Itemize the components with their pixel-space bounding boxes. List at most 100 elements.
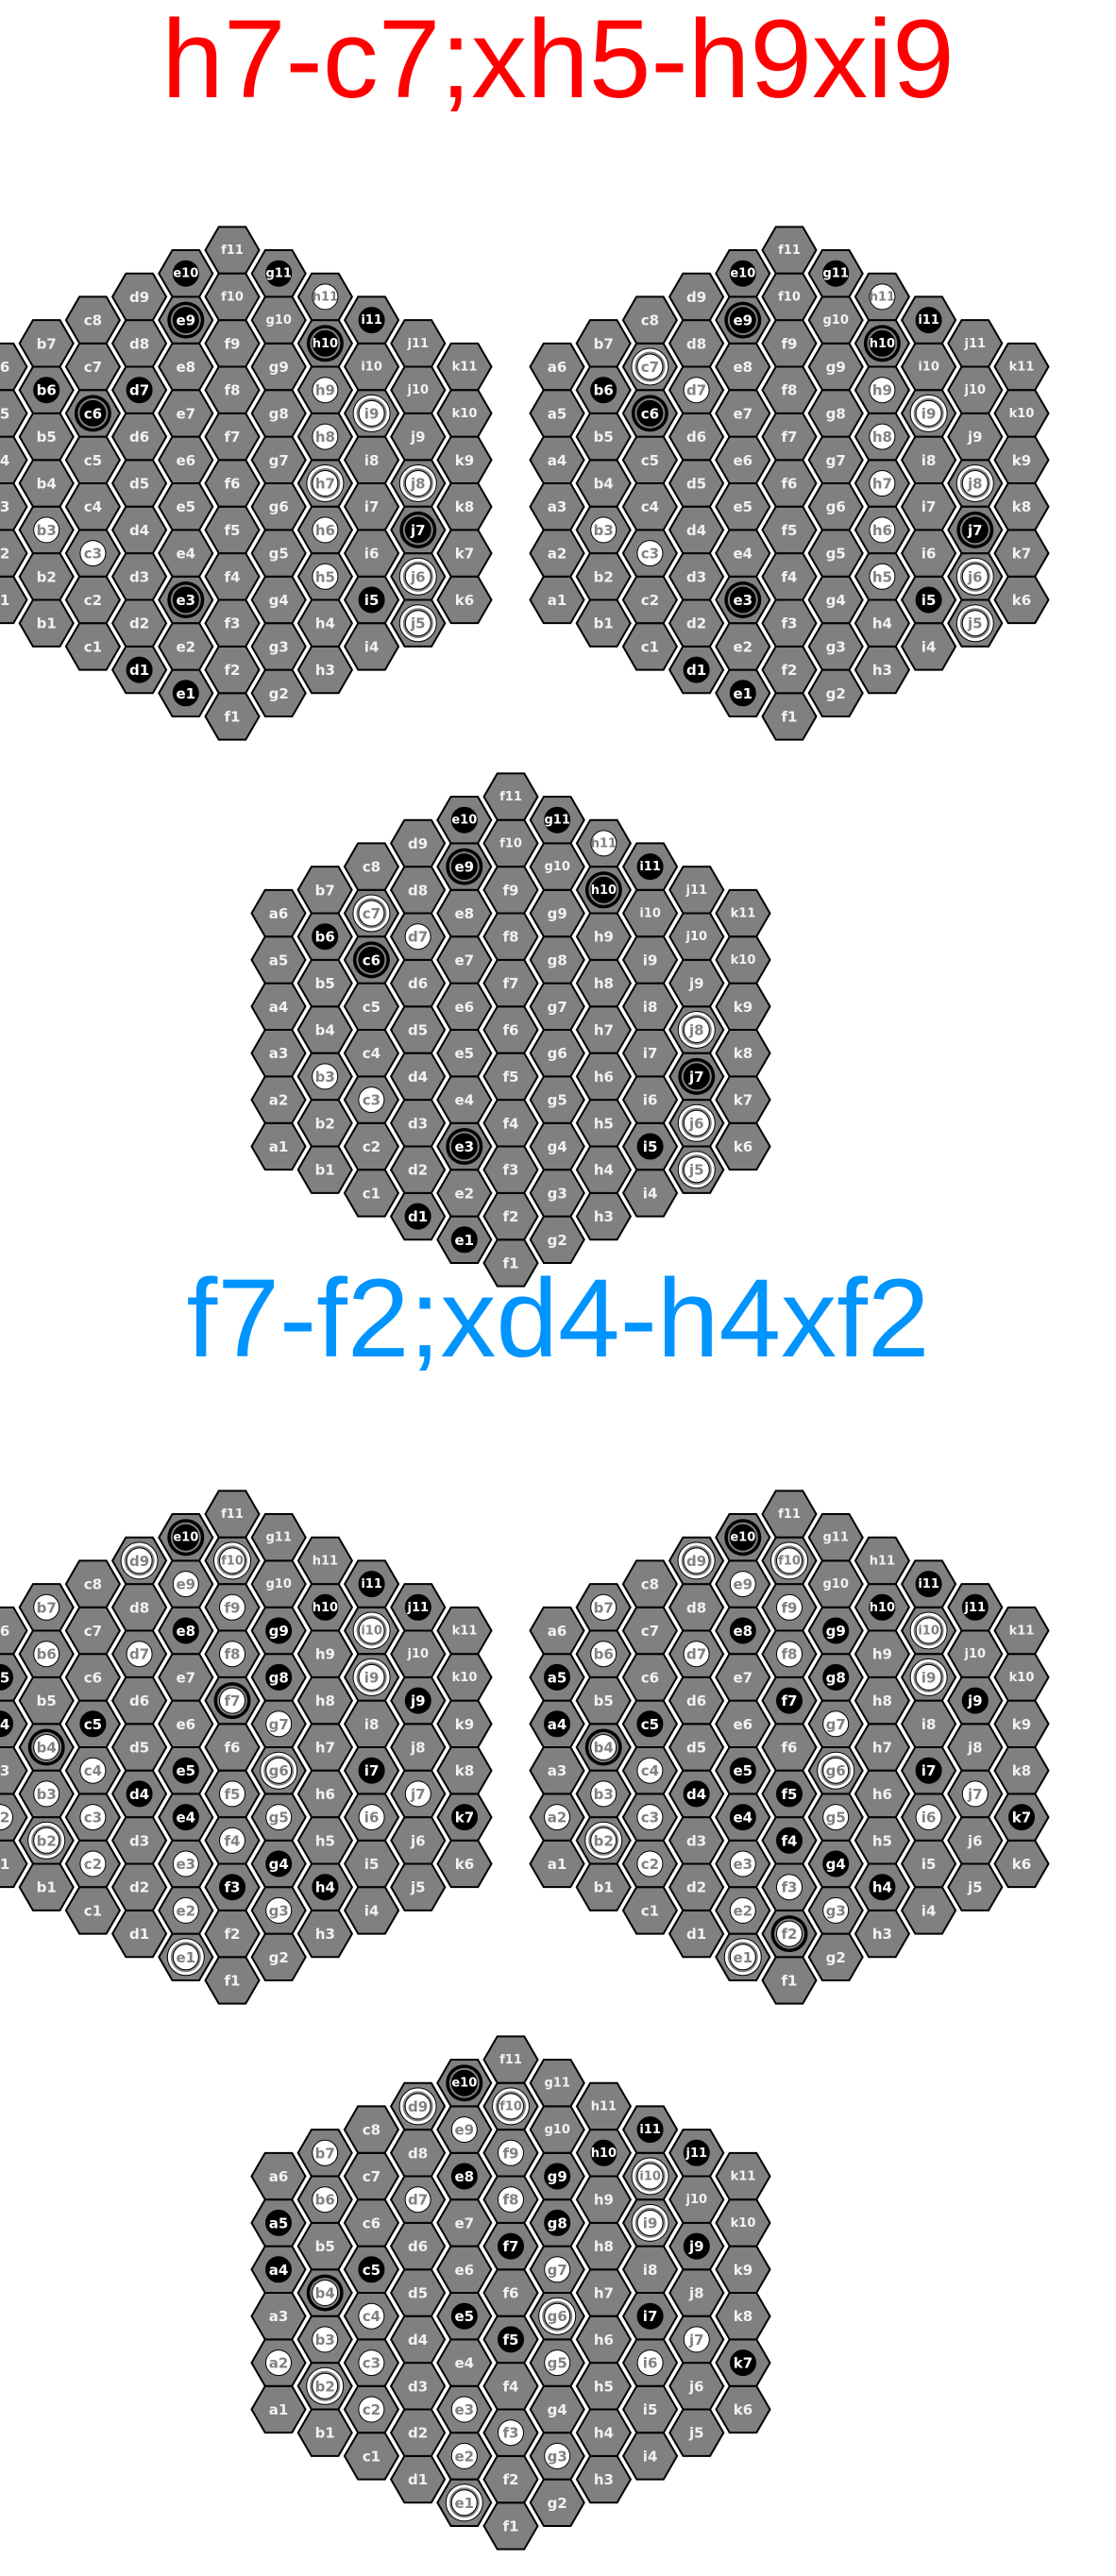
cell-h6: h6 [296,1769,354,1819]
cell-e3: e3 [715,1839,771,1889]
puzzle-2-board-2: a1 a2 a3 a4 a5 a6 b1 b2 b3 b4 b5 b6 b7 c1 c2 c3 c4 c5 c6 c7… [529,1490,1050,2005]
cell-label: h10 [313,1601,338,1615]
cell-label: f7 [225,429,241,446]
cell-a5: a5 [250,2198,307,2248]
cell-a4: a4 [529,435,585,484]
cell-label: f4 [782,1832,798,1849]
cell-label: c7 [363,905,380,922]
cell-label: g6 [548,2308,567,2325]
cell-label: f9 [225,335,241,352]
cell-label: d7 [408,929,428,946]
cell-label: k10 [731,953,756,968]
cell-label: c1 [84,1902,102,1919]
cell-label: e4 [176,1810,195,1827]
cell-e6: e6 [158,435,214,484]
cell-label: i5 [643,2401,658,2418]
cell-d3: d3 [389,2362,447,2411]
cell-d4: d4 [389,1052,447,1102]
cell-label: h5 [594,1115,614,1132]
cell-k10: k10 [993,389,1050,438]
cell-e7: e7 [715,1653,771,1702]
black-piece [265,1850,293,1877]
cell-j6: j6 [947,552,1004,601]
cell-label: j6 [688,2378,704,2395]
white-piece [822,1804,850,1831]
cell-g6: g6 [529,2292,585,2341]
cell-k6: k6 [436,575,493,625]
cell-j10: j10 [668,2175,725,2224]
cell-g3: g3 [807,1886,864,1935]
cell-label: f8 [225,382,241,399]
cell-label: e6 [176,452,195,469]
black-piece [776,1687,803,1714]
cell-label: f11 [499,790,522,804]
cell-label: g3 [826,1902,846,1919]
cell-j7: j7 [668,2315,725,2365]
cell-label: c8 [84,312,102,329]
cell-g8: g8 [807,389,864,438]
cell-g7: g7 [250,1699,307,1748]
white-piece [33,1827,60,1854]
cell-d8: d8 [668,319,725,368]
cell-f9: f9 [482,866,539,915]
cell-label: g8 [826,405,846,422]
cell-label: h5 [594,2378,614,2395]
black-piece [729,680,756,707]
cell-label: j6 [688,1115,704,1132]
cell-f11: f11 [761,226,818,275]
cell-label: e2 [176,1902,195,1919]
cell-g4: g4 [529,2384,585,2434]
cell-b5: b5 [296,2221,353,2271]
cell-label: b3 [594,1786,614,1803]
cell-label: g4 [826,1856,846,1873]
cell-label: g7 [826,1716,846,1733]
cell-h4: h4 [854,598,911,648]
white-piece [729,1850,756,1877]
cell-label: e9 [733,312,752,329]
cell-h5: h5 [854,552,911,601]
cell-g4: g4 [250,1839,307,1889]
black-piece [636,2302,664,2330]
cell-label: e9 [454,2122,474,2139]
cell-label: h6 [594,2332,614,2349]
cell-c3: c3 [343,2338,400,2387]
cell-label: a5 [548,1669,567,1686]
white-piece [450,2116,478,2144]
cell-label: a1 [269,2401,289,2418]
cell-d1: d1 [668,645,725,695]
cell-label: i4 [364,1902,380,1919]
black-piece [404,1203,431,1230]
cell-label: f4 [225,568,241,585]
cell-d2: d2 [110,598,168,648]
cell-j8: j8 [390,1723,447,1772]
cell-label: j9 [967,1692,983,1709]
black-piece [544,2209,571,2236]
cell-hex [993,1606,1050,1656]
black-piece [126,1780,153,1808]
cell-label: e9 [454,859,474,876]
cell-label: h11 [313,1554,338,1568]
cell-label: a6 [269,2168,289,2185]
cell-label: g7 [826,452,846,469]
white-piece [79,540,107,567]
cell-i6: i6 [621,1075,679,1124]
cell-g7: g7 [529,2245,585,2294]
cell-k11: k11 [993,1606,1050,1656]
cell-k10: k10 [715,935,771,985]
cell-i9: i9 [900,389,957,438]
cell-g4: g4 [250,575,307,625]
black-piece [450,1133,478,1160]
cell-a1: a1 [250,2384,307,2434]
black-piece [729,586,756,614]
cell-d9: d9 [110,272,168,322]
cell-h8: h8 [296,412,354,462]
cell-label: d1 [408,2471,428,2488]
cell-f4: f4 [204,1816,261,1865]
cell-i4: i4 [900,622,957,671]
cell-label: b1 [594,615,614,632]
cell-label: j6 [410,568,426,585]
cell-label: h9 [594,2192,614,2209]
cell-label: f5 [503,2332,519,2349]
cell-label: j10 [685,2193,708,2207]
cell-label: a3 [269,2308,289,2325]
